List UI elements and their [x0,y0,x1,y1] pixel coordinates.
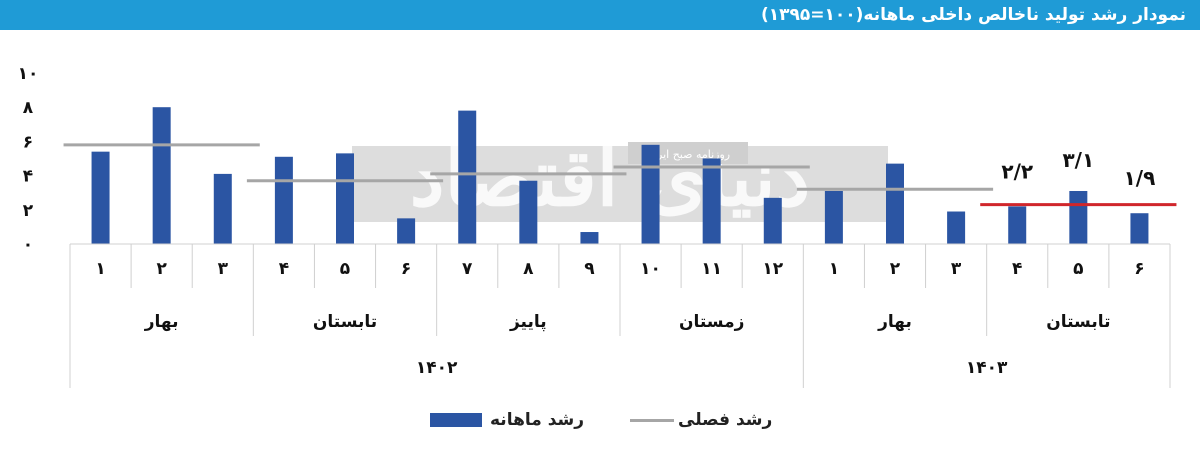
legend-item-seasonal: رشد فصلی [630,408,772,432]
month-label: ۱۰ [640,259,661,279]
season-label: پاییز [509,312,547,332]
season-label: تابستان [1046,312,1110,332]
bar-monthly [886,163,904,244]
chart-title-bar: نمودار رشد تولید ناخالص داخلی ماهانه(۱۰۰… [0,0,1200,30]
legend-label-monthly: رشد ماهانه [490,410,585,430]
bar-monthly [152,107,171,244]
year-label: ۱۴۰۳ [966,358,1008,378]
month-label: ۴ [279,259,289,279]
month-label: ۱۱ [701,259,722,279]
y-tick-label: ۸ [23,98,34,118]
bar-monthly [702,158,721,244]
bar-monthly [1069,190,1088,244]
month-label: ۵ [340,259,350,279]
month-label: ۲ [890,259,901,279]
season-label: بهار [877,312,912,332]
month-label: ۹ [584,259,595,279]
bar-monthly [397,218,416,244]
bar-monthly [519,180,538,244]
year-label: ۱۴۰۲ [416,358,458,378]
chart-area: دنیای اقتصاد روزنامه صبح ایران ۰ ۲ ۴ ۶ ۸ ۱۰ ۲/۲ ۳… [0,30,1200,459]
bar-monthly [336,153,354,244]
month-label: ۶ [401,259,411,279]
month-label: ۷ [462,259,473,279]
y-tick-label: ۱۰ [18,64,39,84]
month-label: ۱۲ [762,259,783,279]
bar-monthly [641,144,660,244]
legend-swatch-monthly [430,413,482,427]
y-tick-label: ۰ [23,235,33,255]
bar-monthly [947,211,966,244]
watermark-sub: روزنامه صبح ایران [646,148,730,161]
bar-monthly [458,110,477,245]
watermark-band [352,146,888,222]
month-label: ۱ [95,259,105,279]
month-label: ۱ [829,259,839,279]
bar-monthly [580,232,599,244]
y-tick-label: ۶ [23,132,33,152]
season-label: زمستان [679,312,744,332]
bar-monthly [763,197,782,244]
bar-monthly [824,190,843,244]
legend-item-monthly: رشد ماهانه [430,408,584,432]
month-label: ۵ [1073,259,1083,279]
bar-monthly [1008,206,1027,244]
bar-monthly [1130,213,1149,244]
season-label: تابستان [313,312,377,332]
bar-monthly [91,151,110,244]
month-label: ۴ [1012,259,1022,279]
data-label: ۳/۱ [1062,148,1094,172]
legend-label-seasonal: رشد فصلی [678,410,773,430]
month-label: ۲ [156,259,167,279]
data-label: ۲/۲ [1001,159,1033,183]
legend-swatch-seasonal [630,418,674,422]
month-label: ۳ [951,259,962,279]
bar-monthly [213,173,232,244]
month-label: ۶ [1134,259,1144,279]
month-label: ۸ [523,259,534,279]
chart-title: نمودار رشد تولید ناخالص داخلی ماهانه(۱۰۰… [760,5,1186,25]
bar-monthly [274,156,293,244]
month-label: ۳ [218,259,229,279]
season-label: بهار [144,312,179,332]
y-tick-label: ۴ [23,167,33,187]
y-tick-label: ۲ [23,201,34,221]
data-label: ۱/۹ [1124,166,1156,190]
